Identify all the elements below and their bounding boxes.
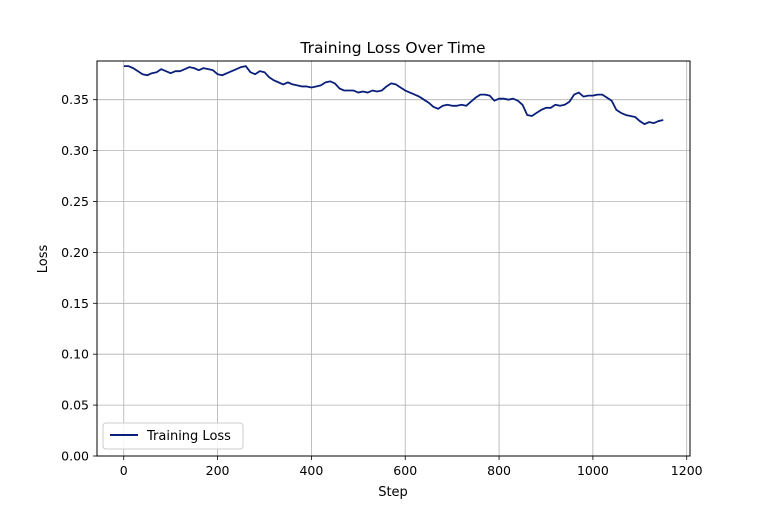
y-tick-label: 0.20 xyxy=(61,245,89,260)
legend-box xyxy=(102,422,244,450)
x-tick-label: 200 xyxy=(206,463,230,478)
y-tick-label: 0.05 xyxy=(61,398,89,413)
x-axis-ticks: 0 200 400 600 800 1000 1200 xyxy=(120,456,703,478)
y-tick-label: 0.30 xyxy=(61,143,89,158)
x-tick-label: 600 xyxy=(393,463,417,478)
legend-label: Training Loss xyxy=(146,429,231,444)
x-tick-label: 0 xyxy=(120,463,128,478)
x-tick-label: 1000 xyxy=(577,463,609,478)
y-tick-label: 0.10 xyxy=(61,347,89,362)
x-tick-label: 400 xyxy=(299,463,323,478)
y-tick-label: 0.25 xyxy=(61,194,89,209)
y-axis-label: Loss xyxy=(36,245,51,274)
y-axis-ticks: 0.00 0.05 0.10 0.15 0.20 0.25 0.30 0.35 xyxy=(61,92,97,464)
chart-title: Training Loss Over Time xyxy=(299,39,485,57)
x-axis-label: Step xyxy=(378,485,408,500)
series-line-training-loss xyxy=(123,65,664,126)
y-tick-label: 0.35 xyxy=(61,92,89,107)
x-tick-label: 1200 xyxy=(671,463,703,478)
grid-lines xyxy=(97,61,690,457)
legend: Training Loss xyxy=(102,422,244,450)
plot-frame xyxy=(96,60,691,457)
y-tick-label: 0.15 xyxy=(61,296,89,311)
series-layer xyxy=(123,65,664,126)
x-tick-label: 800 xyxy=(487,463,511,478)
y-tick-label: 0.00 xyxy=(61,449,89,464)
